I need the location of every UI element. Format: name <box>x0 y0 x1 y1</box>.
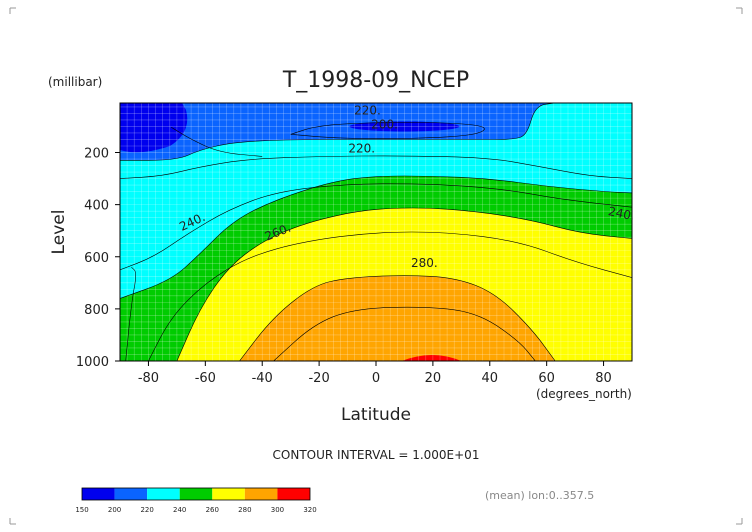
colorbar: 150 200 220 240 260 280 300 320 <box>75 487 317 514</box>
x-axis-ticks: -80 -60 -40 -20 0 20 40 60 80 <box>138 361 612 386</box>
contour-line <box>290 122 485 139</box>
y-tick-label: 400 <box>84 199 109 214</box>
contour-line <box>171 126 263 157</box>
region-below-200-tropical <box>349 121 460 132</box>
x-tick-label: 80 <box>595 371 612 386</box>
contour-line <box>273 306 536 361</box>
colorbar-label: 200 <box>108 506 121 514</box>
plot-area <box>120 103 632 361</box>
contour-label: 220. <box>354 104 381 118</box>
x-tick-label: -40 <box>252 371 273 386</box>
colorbar-swatch <box>212 488 245 500</box>
y-units: (millibar) <box>48 75 102 89</box>
colorbar-label: 260 <box>206 506 219 514</box>
colorbar-swatch <box>82 488 115 500</box>
colorbar-label: 150 <box>75 506 88 514</box>
contour-lines <box>120 103 632 361</box>
x-tick-label: -80 <box>138 371 159 386</box>
colorbar-swatch <box>147 488 180 500</box>
colorbar-swatch <box>179 488 213 500</box>
contour-label: 220. <box>348 142 375 156</box>
x-tick-label: 0 <box>372 371 380 386</box>
colorbar-label: 320 <box>303 506 316 514</box>
contour-line <box>125 266 136 361</box>
footnote: (mean) lon:0..357.5 <box>485 489 594 502</box>
x-tick-label: -60 <box>195 371 216 386</box>
contour-line <box>120 175 632 299</box>
y-tick-label: 1000 <box>76 355 109 370</box>
region-200-220 <box>120 103 632 161</box>
colorbar-label: 240 <box>173 506 186 514</box>
contour-label: 240. <box>607 204 636 223</box>
colorbar-label: 220 <box>140 506 153 514</box>
y-tick-label: 600 <box>84 251 109 266</box>
contour-line <box>239 275 556 361</box>
page-corner-marks <box>9 7 743 525</box>
contour-label: 280. <box>411 256 438 270</box>
contour-line <box>120 183 632 271</box>
colorbar-label: 300 <box>271 506 284 514</box>
x-axis-label: Latitude <box>341 405 411 425</box>
x-tick-label: 60 <box>538 371 555 386</box>
contour-line <box>120 155 632 179</box>
contour-label: 200. <box>371 117 398 131</box>
contour-line <box>120 103 556 161</box>
colorbar-swatch <box>114 488 148 500</box>
region-below-200-polar <box>120 103 188 153</box>
x-units: (degrees_north) <box>536 387 632 401</box>
contour-line <box>176 207 632 361</box>
contour-line <box>148 231 632 361</box>
y-axis-ticks: 1000 800 600 400 200 <box>76 147 120 370</box>
region-280-300 <box>239 275 556 361</box>
chart-title: T_1998-09_NCEP <box>282 68 469 93</box>
y-axis-label: Level <box>49 210 69 255</box>
region-above-300 <box>401 355 462 361</box>
contour-interval: CONTOUR INTERVAL = 1.000E+01 <box>273 448 480 462</box>
y-tick-label: 800 <box>84 303 109 318</box>
x-tick-label: 40 <box>482 371 499 386</box>
y-tick-label: 200 <box>84 147 109 162</box>
colorbar-swatch <box>244 488 278 500</box>
colorbar-swatch <box>277 488 310 500</box>
x-tick-label: 20 <box>425 371 442 386</box>
colorbar-label: 280 <box>238 506 251 514</box>
x-tick-label: -20 <box>308 371 329 386</box>
